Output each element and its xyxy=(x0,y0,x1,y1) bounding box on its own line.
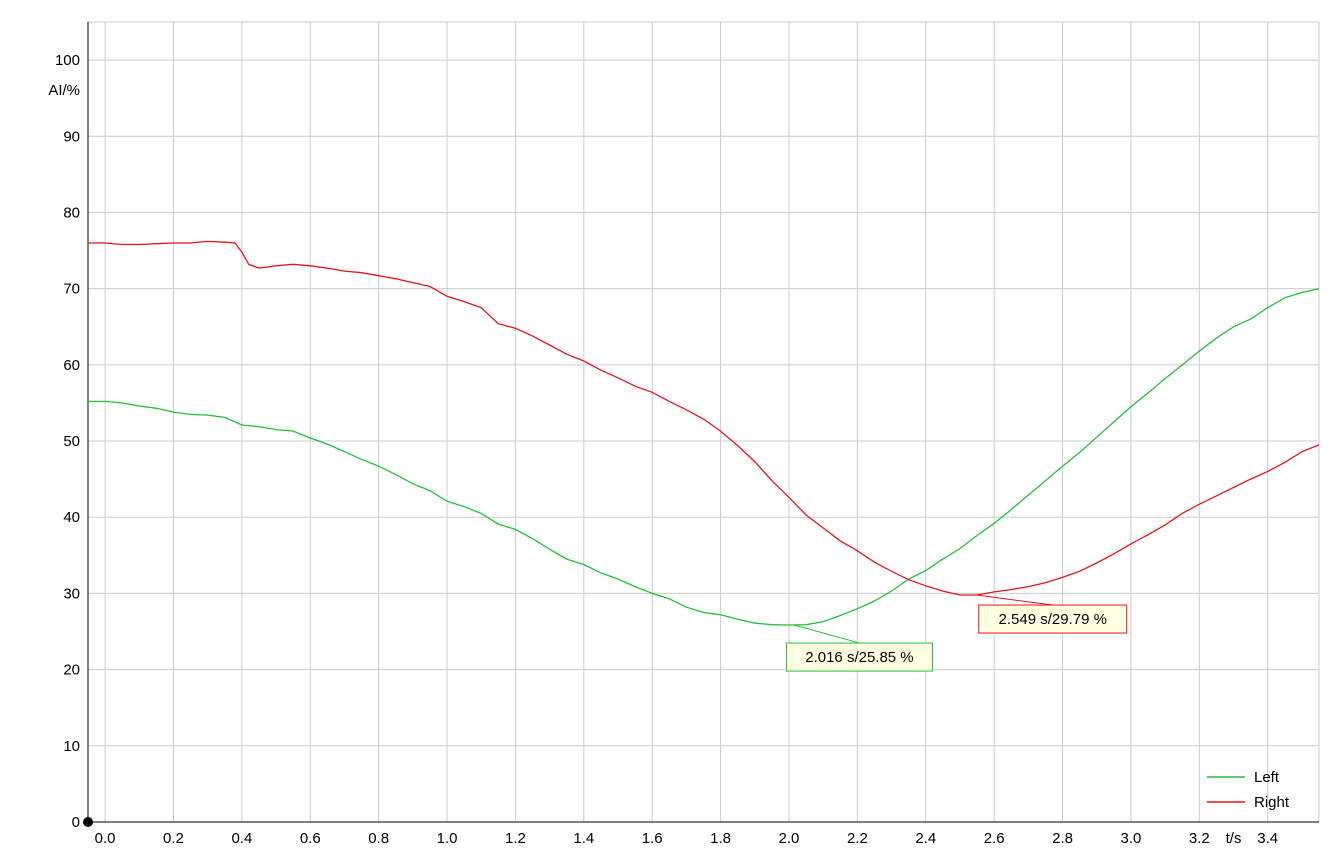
series-line-right xyxy=(88,240,1320,596)
origin-marker xyxy=(83,817,93,827)
x-tick-label: 0.0 xyxy=(95,830,116,847)
legend-entry-right: Right xyxy=(1207,794,1290,811)
x-tick-label: 2.2 xyxy=(847,830,868,847)
x-tick-label: 0.4 xyxy=(231,830,252,847)
x-tick-label: 2.4 xyxy=(915,830,936,847)
y-tick-label: 10 xyxy=(63,738,80,755)
y-tick-label: 60 xyxy=(63,357,80,374)
x-tick-label: 0.6 xyxy=(300,830,321,847)
annotation-box xyxy=(785,642,933,672)
annotation-leader xyxy=(794,624,860,644)
x-tick-label: 0.2 xyxy=(163,830,184,847)
y-tick-label: 100 xyxy=(55,52,80,69)
y-tick-label: 50 xyxy=(63,433,80,450)
annotation-box xyxy=(978,604,1128,634)
x-tick-label: 1.0 xyxy=(437,830,458,847)
annotations: 2.016 s/25.85 % 2.549 s/29.79 % xyxy=(785,594,1128,672)
annotation-label: 2.549 s/29.79 % xyxy=(999,611,1107,628)
plot-border xyxy=(87,21,1320,823)
y-tick-label: 90 xyxy=(63,128,80,145)
y-tick-label: 30 xyxy=(63,585,80,602)
x-axis-label: t/s xyxy=(1226,830,1242,847)
x-tick-label: 2.0 xyxy=(779,830,800,847)
annotation-label: 2.016 s/25.85 % xyxy=(805,649,913,666)
y-tick-label: 70 xyxy=(63,281,80,298)
legend-label: Right xyxy=(1254,794,1290,811)
annotation-right: 2.549 s/29.79 % xyxy=(976,594,1128,634)
annotation-left: 2.016 s/25.85 % xyxy=(785,624,933,672)
y-tick-label: 80 xyxy=(63,204,80,221)
y-tick-label: 20 xyxy=(63,662,80,679)
series-lines xyxy=(88,240,1320,626)
x-tick-label: 1.2 xyxy=(505,830,526,847)
x-tick-label: 1.4 xyxy=(573,830,594,847)
x-tick-label: 0.8 xyxy=(368,830,389,847)
x-tick-label: 3.2 xyxy=(1189,830,1210,847)
y-axis-label: AI/% xyxy=(48,82,80,99)
legend-label: Left xyxy=(1254,769,1280,786)
y-axis-ticks: 0 10 20 30 40 50 60 70 80 90 100 xyxy=(55,52,80,831)
legend-entry-left: Left xyxy=(1207,769,1280,786)
x-tick-label: 2.8 xyxy=(1052,830,1073,847)
y-tick-label: 40 xyxy=(63,509,80,526)
grid xyxy=(87,21,1320,823)
x-axis-ticks: 0.0 0.2 0.4 0.6 0.8 1.0 1.2 1.4 1.6 1.8 2.0 2.2 2.4 2… xyxy=(95,830,1278,847)
annotation-leader xyxy=(976,594,1053,606)
x-tick-label: 1.8 xyxy=(710,830,731,847)
x-tick-label: 2.6 xyxy=(984,830,1005,847)
x-tick-label: 3.4 xyxy=(1257,830,1278,847)
series-line-left xyxy=(88,288,1320,626)
y-tick-label: 0 xyxy=(72,814,80,831)
x-tick-label: 3.0 xyxy=(1121,830,1142,847)
legend: Left Right xyxy=(1207,769,1290,811)
x-tick-label: 1.6 xyxy=(642,830,663,847)
